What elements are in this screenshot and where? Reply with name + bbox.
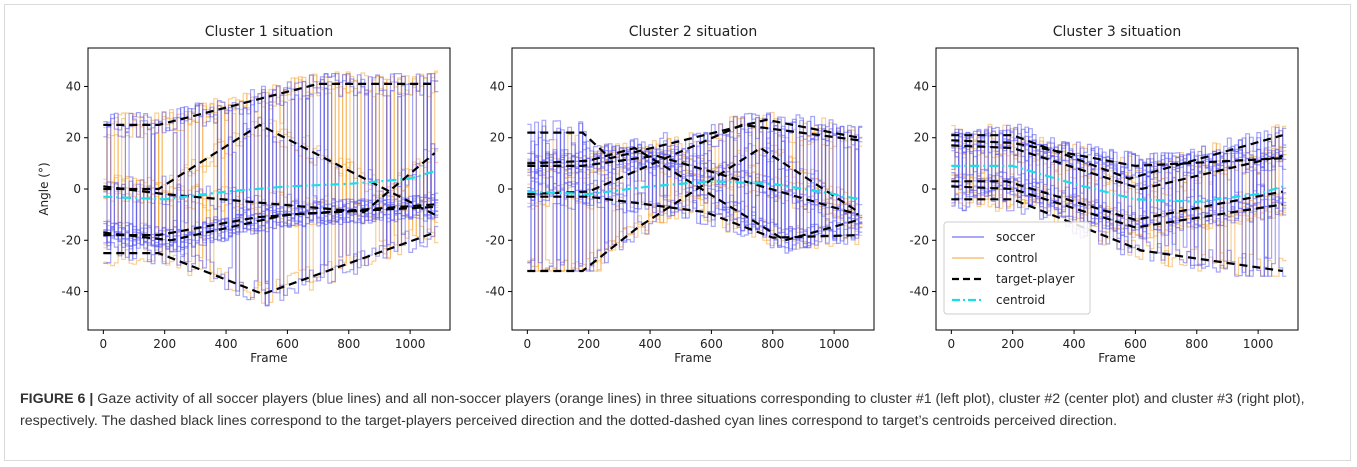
y-tick-label: -40 (485, 285, 505, 299)
control-trace (103, 73, 439, 247)
x-axis-label: Frame (250, 351, 287, 365)
legend-box (943, 221, 1091, 315)
centroid-line (103, 170, 436, 201)
y-tick-label: -20 (485, 233, 505, 247)
soccer-trace (103, 72, 439, 269)
x-tick-label: 600 (1124, 337, 1147, 351)
x-tick-label: 600 (276, 337, 299, 351)
legend-label-target: target-player (996, 272, 1075, 286)
chart-panel-2: 0 200 400 600 800 1000 -40 -20 0 20 40 Cluster 2 si… (485, 24, 875, 365)
target-player-line (951, 139, 1283, 168)
x-tick-label: 200 (1001, 337, 1024, 351)
target-player-line (951, 180, 1283, 221)
x-tick-label: 800 (1185, 337, 1208, 351)
x-tick-label: 1000 (395, 337, 426, 351)
soccer-trace (527, 115, 863, 272)
legend-label-soccer: soccer (996, 230, 1035, 244)
control-trace (527, 131, 863, 246)
target-player-line (951, 144, 1283, 191)
control-trace (527, 142, 863, 252)
target-player-line (103, 82, 435, 127)
y-tick-label: -40 (61, 285, 81, 299)
soccer-trace (951, 154, 1287, 277)
y-tick-label: 20 (490, 131, 505, 145)
chart-title: Cluster 3 situation (1053, 24, 1181, 40)
x-tick-label: 0 (524, 337, 532, 351)
y-tick-label: 0 (921, 182, 929, 196)
target-player-line (527, 154, 860, 216)
x-tick-label: 400 (1063, 337, 1086, 351)
control-trace (527, 111, 863, 272)
target-player-line (527, 123, 859, 196)
plot-area (527, 111, 863, 273)
x-tick-label: 0 (948, 337, 956, 351)
target-player-line (527, 118, 859, 160)
y-tick-label: 0 (73, 182, 81, 196)
soccer-trace (103, 72, 439, 286)
x-tick-label: 600 (700, 337, 723, 351)
x-tick-label: 400 (639, 337, 662, 351)
x-tick-label: 200 (153, 337, 176, 351)
y-tick-label: 20 (66, 131, 81, 145)
chart-title: Cluster 1 situation (205, 24, 333, 40)
y-tick-label: 40 (66, 79, 81, 93)
soccer-trace (951, 132, 1287, 259)
y-axis-label: Angle (°) (37, 162, 51, 215)
chart-panel-1: 0 200 400 600 800 1000 -40 -20 0 20 40 Cluster 1 si… (37, 24, 451, 365)
legend-label-centroid: centroid (996, 293, 1045, 307)
soccer-trace (527, 121, 863, 249)
target-player-line (527, 146, 859, 242)
soccer-trace (103, 104, 439, 275)
soccer-trace (951, 130, 1287, 248)
x-tick-label: 1000 (1243, 337, 1274, 351)
caption-text: Gaze activity of all soccer players (blu… (20, 391, 1305, 429)
x-tick-label: 200 (577, 337, 600, 351)
y-tick-label: -40 (909, 285, 929, 299)
y-tick-label: 20 (914, 131, 929, 145)
centroid-line (527, 180, 859, 201)
soccer-trace (527, 120, 863, 249)
control-trace (103, 80, 439, 283)
figure-caption: FIGURE 6 | Gaze activity of all soccer p… (20, 389, 1340, 432)
control-trace (527, 117, 863, 272)
soccer-trace (951, 126, 1287, 277)
x-tick-label: 800 (761, 337, 784, 351)
target-player-line (103, 152, 436, 214)
target-player-line (103, 231, 436, 296)
y-tick-label: 40 (914, 79, 929, 93)
x-axis-label: Frame (674, 351, 711, 365)
chart-title: Cluster 2 situation (629, 24, 757, 40)
y-tick-label: 0 (497, 182, 505, 196)
soccer-trace (103, 92, 439, 250)
y-tick-label: -20 (61, 233, 81, 247)
x-tick-label: 0 (100, 337, 108, 351)
y-tick-label: 40 (490, 79, 505, 93)
legend: soccer control target-player centroid (943, 221, 1091, 315)
x-axis-label: Frame (1098, 351, 1135, 365)
centroid-line (951, 164, 1284, 203)
control-trace (103, 81, 439, 283)
soccer-trace (103, 88, 439, 253)
chart-panel-3: 0 200 400 600 800 1000 -40 -20 0 20 40 Cluster 3 si… (909, 24, 1299, 365)
control-trace (103, 111, 439, 283)
plot-area (103, 70, 439, 307)
x-tick-label: 800 (337, 337, 360, 351)
target-player-line (951, 134, 1284, 180)
y-tick-label: -20 (909, 233, 929, 247)
legend-label-control: control (996, 251, 1038, 265)
target-player-line (951, 185, 1283, 229)
control-trace (103, 104, 439, 263)
target-player-line (103, 205, 435, 242)
caption-label: FIGURE 6 | (20, 391, 94, 407)
x-tick-label: 1000 (819, 337, 850, 351)
x-tick-label: 400 (215, 337, 238, 351)
soccer-trace (103, 87, 439, 257)
